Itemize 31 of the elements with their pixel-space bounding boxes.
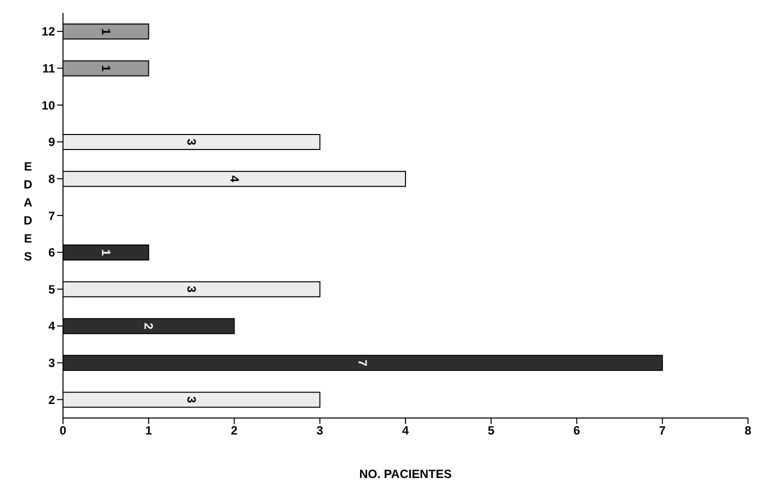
x-tick-label: 7 (659, 424, 666, 438)
x-tick-label: 8 (744, 424, 752, 438)
data-label: 4 (227, 175, 242, 182)
x-tick-label: 2 (230, 424, 238, 438)
y-tick-label: 11 (42, 61, 56, 76)
x-tick-label: 6 (573, 424, 580, 438)
y-axis-title: EDADES (24, 160, 33, 264)
x-tick-label: 0 (60, 424, 67, 438)
data-label: 3 (184, 396, 198, 404)
data-label: 3 (184, 138, 198, 146)
y-tick-label: 3 (48, 356, 56, 370)
x-tick-label: 1 (145, 424, 152, 438)
y-tick-label: 8 (48, 172, 56, 186)
y-tick-label: 9 (48, 135, 56, 150)
y-tick-label: 4 (48, 319, 56, 334)
data-label: 3 (184, 286, 198, 293)
data-label: 1 (98, 249, 113, 256)
y-tick-label: 7 (48, 208, 56, 223)
x-tick-label: 5 (488, 424, 495, 438)
y-tick-label: 2 (48, 392, 56, 407)
y-tick-label: 5 (48, 282, 56, 296)
y-tick-label: 6 (48, 246, 56, 260)
x-tick-label: 3 (316, 424, 324, 438)
y-tick-label: 12 (42, 24, 56, 39)
data-label: 1 (98, 28, 113, 36)
data-label: 2 (142, 322, 156, 330)
y-tick-label: 10 (42, 98, 56, 112)
data-label: 7 (356, 360, 370, 367)
x-axis-title: NO. PACIENTES (359, 467, 452, 481)
x-tick-label: 4 (402, 424, 410, 438)
data-label: 1 (98, 65, 113, 72)
